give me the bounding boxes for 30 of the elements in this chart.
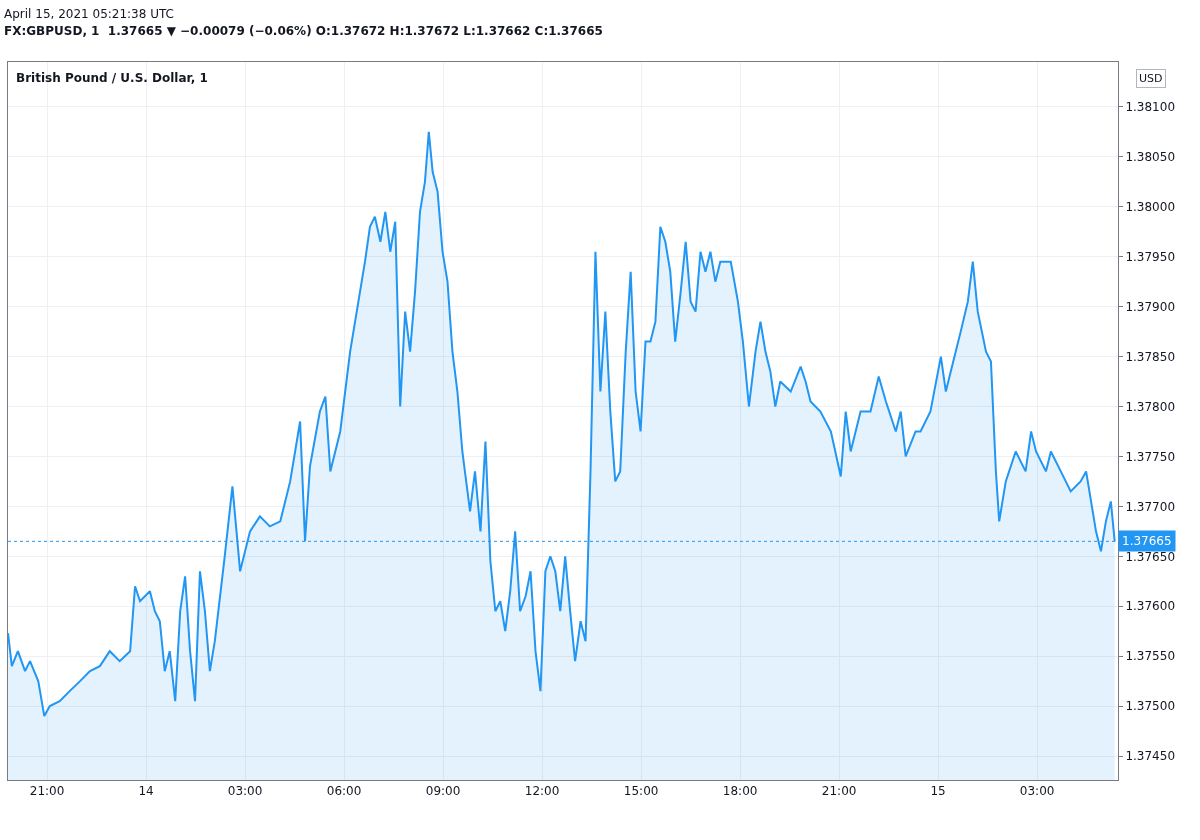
x-tick-label: 06:00 <box>326 784 362 799</box>
y-tick-label: 1.37950 <box>1125 249 1176 264</box>
x-tick-label: 03:00 <box>1019 784 1055 799</box>
y-tick-label: 1.37500 <box>1125 699 1176 714</box>
text: April 15, 2021 05:21:38 UTC <box>4 7 174 21</box>
x-tick-label: 12:00 <box>524 784 560 799</box>
y-tick-label: 1.37800 <box>1125 399 1176 414</box>
y-tick-label: 1.38100 <box>1125 100 1176 115</box>
ref-line-label: 1.37665 <box>1122 534 1172 548</box>
x-tick-label: 14 <box>138 784 154 799</box>
y-tick-label: 1.37750 <box>1125 449 1176 464</box>
text: British Pound / U.S. Dollar, 1 <box>16 71 208 85</box>
y-tick-label: 1.38050 <box>1125 150 1176 165</box>
y-tick-label: 1.37650 <box>1125 549 1176 564</box>
y-tick-label: 1.37700 <box>1125 499 1176 514</box>
chart-subtitle: FX:GBPUSD, 1 1.37665 ▼ −0.00079 (−0.06%) O:1.37672 H:1.37672 L:1.37662 C:1.37665 <box>4 24 603 38</box>
x-tick-label: 21:00 <box>821 784 857 799</box>
y-tick-label: 1.37450 <box>1125 749 1176 764</box>
x-tick-label: 09:00 <box>425 784 461 799</box>
y-tick-label: 1.37900 <box>1125 299 1176 314</box>
x-tick-label: 15 <box>930 784 946 799</box>
x-tick-label: 21:00 <box>29 784 65 799</box>
y-tick-label: 1.37600 <box>1125 599 1176 614</box>
y-tick-label: 1.37850 <box>1125 349 1176 364</box>
y-tick-label: 1.38000 <box>1125 200 1176 214</box>
x-tick-label: 15:00 <box>623 784 659 799</box>
x-tick-label: 18:00 <box>722 784 758 799</box>
y-tick-label: 1.37550 <box>1125 649 1176 664</box>
x-tick-label: 03:00 <box>227 784 263 799</box>
text: USD <box>1139 72 1163 85</box>
